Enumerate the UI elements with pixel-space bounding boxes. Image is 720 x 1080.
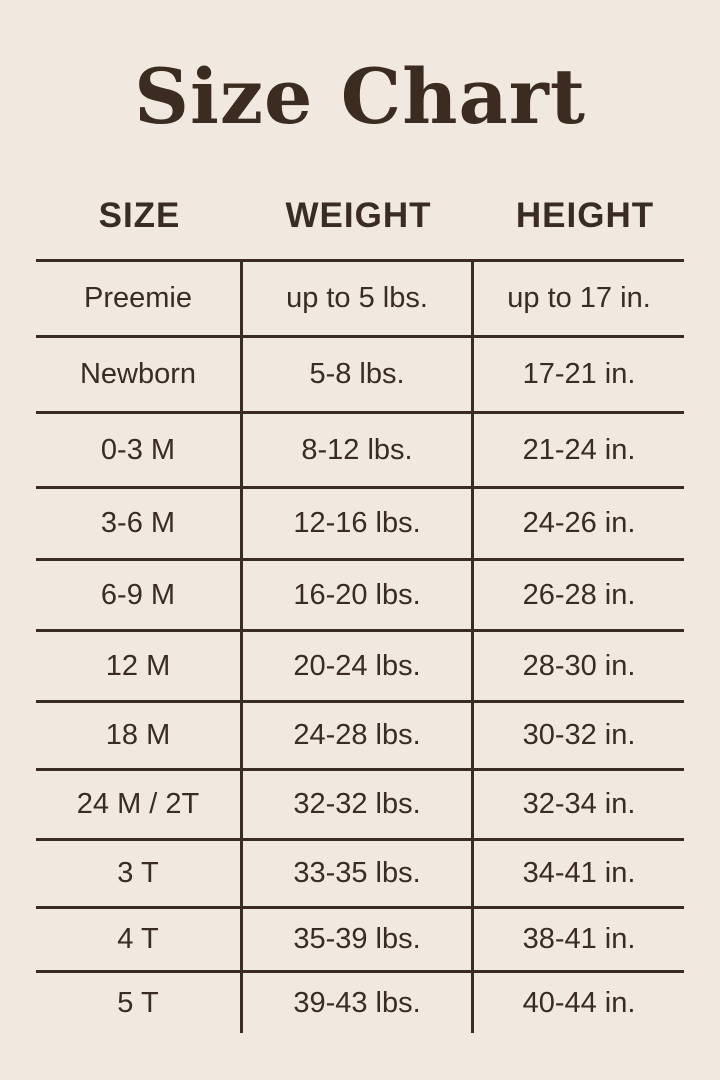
size-cell: 3 T [36, 841, 243, 909]
header-height: HEIGHT [515, 196, 655, 235]
height-cell: 40-44 in. [522, 986, 636, 1019]
weight-cell: 33-35 lbs. [243, 841, 474, 909]
table-header: SIZE WEIGHT HEIGHT [36, 196, 684, 236]
weight-cell: up to 5 lbs. [243, 262, 474, 338]
weight-cell: 5-8 lbs. [243, 338, 474, 414]
size-cell: 18 M [36, 703, 243, 771]
size-cell: Preemie [36, 262, 243, 338]
size-cell: 0-3 M [36, 414, 243, 489]
height-cell: 32-34 in. [474, 771, 684, 841]
height-cell: 28-30 in. [474, 632, 684, 703]
size-cell: Newborn [36, 338, 243, 414]
height-cell: up to 17 in. [474, 262, 684, 338]
size-cell: 6-9 M [36, 561, 243, 632]
height-cell: 17-21 in. [474, 338, 684, 414]
height-cell: 30-32 in. [474, 703, 684, 771]
weight-cell: 16-20 lbs. [243, 561, 474, 632]
weight-cell: 12-16 lbs. [243, 489, 474, 561]
weight-cell: 24-28 lbs. [243, 703, 474, 771]
size-cell: 4 T [36, 909, 243, 973]
size-cell: 3-6 M [36, 489, 243, 561]
weight-cell: 35-39 lbs. [243, 909, 474, 973]
weight-cell: 39-43 lbs. [243, 973, 474, 1033]
size-cell: 12 M [36, 632, 243, 703]
height-cell: 24-26 in. [474, 489, 684, 561]
weight-cell: 8-12 lbs. [243, 414, 474, 489]
height-cell: 26-28 in. [474, 561, 684, 632]
height-cell: 34-41 in. [474, 841, 684, 909]
weight-cell: 20-24 lbs. [243, 632, 474, 703]
size-cell: 24 M / 2T [36, 771, 243, 841]
size-table: Preemie up to 5 lbs. up to 17 in. Newborn 5-… [36, 259, 684, 1033]
height-cell: 38-41 in. [474, 909, 684, 973]
header-weight: WEIGHT [285, 196, 432, 235]
size-cell: 5 T [36, 973, 243, 1033]
page-title: Size Chart [134, 52, 586, 141]
weight-cell: 32-32 lbs. [243, 771, 474, 841]
header-size: SIZE [98, 196, 181, 235]
height-cell: 21-24 in. [474, 414, 684, 489]
